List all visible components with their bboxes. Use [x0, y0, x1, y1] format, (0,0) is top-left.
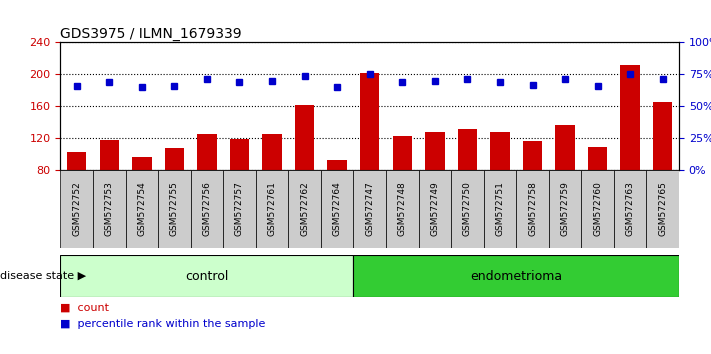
Bar [353, 255, 679, 297]
Bar [230, 139, 250, 170]
Bar [126, 170, 158, 248]
Text: GSM572751: GSM572751 [496, 181, 504, 236]
Text: GSM572765: GSM572765 [658, 181, 667, 236]
Bar [386, 170, 419, 248]
Text: GSM572750: GSM572750 [463, 181, 472, 236]
Bar [60, 255, 353, 297]
Text: GSM572757: GSM572757 [235, 181, 244, 236]
Text: GSM572748: GSM572748 [397, 182, 407, 236]
Bar [523, 141, 542, 170]
Bar [419, 170, 451, 248]
Text: GSM572759: GSM572759 [560, 181, 570, 236]
Text: GSM572753: GSM572753 [105, 181, 114, 236]
Text: GDS3975 / ILMN_1679339: GDS3975 / ILMN_1679339 [60, 28, 242, 41]
Bar [197, 134, 217, 170]
Text: GSM572761: GSM572761 [267, 181, 277, 236]
Bar [100, 139, 119, 170]
Text: GSM572752: GSM572752 [73, 182, 81, 236]
Bar [158, 170, 191, 248]
Text: GSM572754: GSM572754 [137, 182, 146, 236]
Text: GSM572758: GSM572758 [528, 181, 537, 236]
Text: GSM572747: GSM572747 [365, 182, 374, 236]
Bar [392, 136, 412, 170]
Bar [614, 170, 646, 248]
Bar [483, 170, 516, 248]
Text: GSM572764: GSM572764 [333, 182, 342, 236]
Bar [93, 170, 126, 248]
Bar [132, 157, 151, 170]
Bar [588, 147, 607, 170]
Bar [549, 170, 582, 248]
Bar [621, 65, 640, 170]
Bar [321, 170, 353, 248]
Bar [67, 152, 87, 170]
Text: GSM572756: GSM572756 [203, 181, 211, 236]
Bar [516, 170, 549, 248]
Bar [646, 170, 679, 248]
Bar [60, 170, 93, 248]
Text: GSM572760: GSM572760 [593, 181, 602, 236]
Bar [451, 170, 483, 248]
Text: GSM572749: GSM572749 [430, 182, 439, 236]
Bar [295, 105, 314, 170]
Bar [223, 170, 256, 248]
Text: GSM572763: GSM572763 [626, 181, 635, 236]
Bar [256, 170, 289, 248]
Text: ■  count: ■ count [60, 303, 109, 313]
Bar [490, 132, 510, 170]
Bar [582, 170, 614, 248]
Text: GSM572762: GSM572762 [300, 182, 309, 236]
Bar [353, 170, 386, 248]
Bar [165, 148, 184, 170]
Bar [653, 102, 673, 170]
Bar [360, 73, 380, 170]
Text: GSM572755: GSM572755 [170, 181, 179, 236]
Bar [191, 170, 223, 248]
Bar [289, 170, 321, 248]
Bar [262, 134, 282, 170]
Text: ■  percentile rank within the sample: ■ percentile rank within the sample [60, 319, 266, 329]
Bar [327, 160, 347, 170]
Bar [555, 125, 574, 170]
Bar [458, 129, 477, 170]
Text: control: control [186, 270, 229, 282]
Bar [425, 132, 444, 170]
Text: disease state ▶: disease state ▶ [0, 271, 86, 281]
Text: endometrioma: endometrioma [470, 270, 562, 282]
